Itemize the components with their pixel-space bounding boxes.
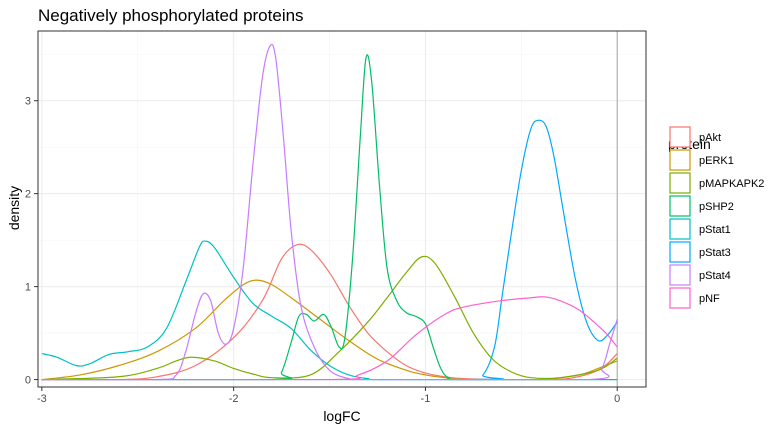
panel-grid bbox=[38, 31, 646, 387]
legend-label: pStat3 bbox=[699, 247, 731, 259]
legend: protein pAktpERK1pMAPKAPK2pSHP2pStat1pSt… bbox=[668, 126, 764, 309]
chart-title: Negatively phosphorylated proteins bbox=[38, 6, 304, 25]
legend-key-pmapkapk2: pMAPKAPK2 bbox=[669, 172, 764, 194]
series-layer bbox=[41, 43, 618, 381]
legend-swatch bbox=[669, 172, 691, 194]
legend-key-pakt: pAkt bbox=[669, 126, 721, 148]
legend-key-pstat3: pStat3 bbox=[669, 241, 731, 263]
legend-key-pstat4: pStat4 bbox=[669, 264, 731, 286]
legend-key-perk1: pERK1 bbox=[669, 149, 734, 171]
series-line-pstat4 bbox=[41, 43, 618, 381]
legend-label: pStat1 bbox=[699, 224, 731, 236]
series-line-pstat3 bbox=[41, 119, 618, 381]
legend-swatch bbox=[669, 264, 691, 286]
legend-label: pAkt bbox=[699, 132, 721, 144]
legend-swatch bbox=[669, 287, 691, 309]
legend-swatch bbox=[669, 149, 691, 171]
legend-label: pNF bbox=[699, 293, 720, 305]
legend-swatch bbox=[669, 126, 691, 148]
x-tick-label: 0 bbox=[614, 393, 620, 405]
legend-key-pnf: pNF bbox=[669, 287, 720, 309]
y-tick-label: 1 bbox=[25, 282, 31, 294]
legend-label: pERK1 bbox=[699, 155, 734, 167]
series-line-pstat1 bbox=[41, 240, 618, 381]
legend-swatch bbox=[669, 241, 691, 263]
legend-label: pSHP2 bbox=[699, 201, 734, 213]
legend-swatch bbox=[669, 218, 691, 240]
x-axis-title: logFC bbox=[323, 408, 360, 424]
y-axis-title: density bbox=[6, 186, 22, 230]
series-line-pnf bbox=[41, 296, 618, 381]
y-tick-label: 2 bbox=[25, 189, 31, 201]
legend-swatch bbox=[669, 195, 691, 217]
x-tick-label: -3 bbox=[37, 393, 47, 405]
y-tick-label: 3 bbox=[25, 96, 31, 108]
x-tick-label: -2 bbox=[229, 393, 239, 405]
y-axis: 0 1 2 3 bbox=[25, 96, 38, 387]
series-line-pshp2 bbox=[41, 54, 618, 381]
x-axis: -3 -2 -1 0 bbox=[37, 387, 620, 405]
legend-label: pMAPKAPK2 bbox=[699, 178, 764, 190]
y-tick-label: 0 bbox=[25, 375, 31, 387]
panel-border bbox=[37, 30, 647, 388]
legend-label: pStat4 bbox=[699, 270, 731, 282]
legend-key-pshp2: pSHP2 bbox=[669, 195, 734, 217]
x-tick-label: -1 bbox=[421, 393, 431, 405]
series-line-pmapkapk2 bbox=[41, 255, 618, 381]
legend-key-pstat1: pStat1 bbox=[669, 218, 731, 240]
